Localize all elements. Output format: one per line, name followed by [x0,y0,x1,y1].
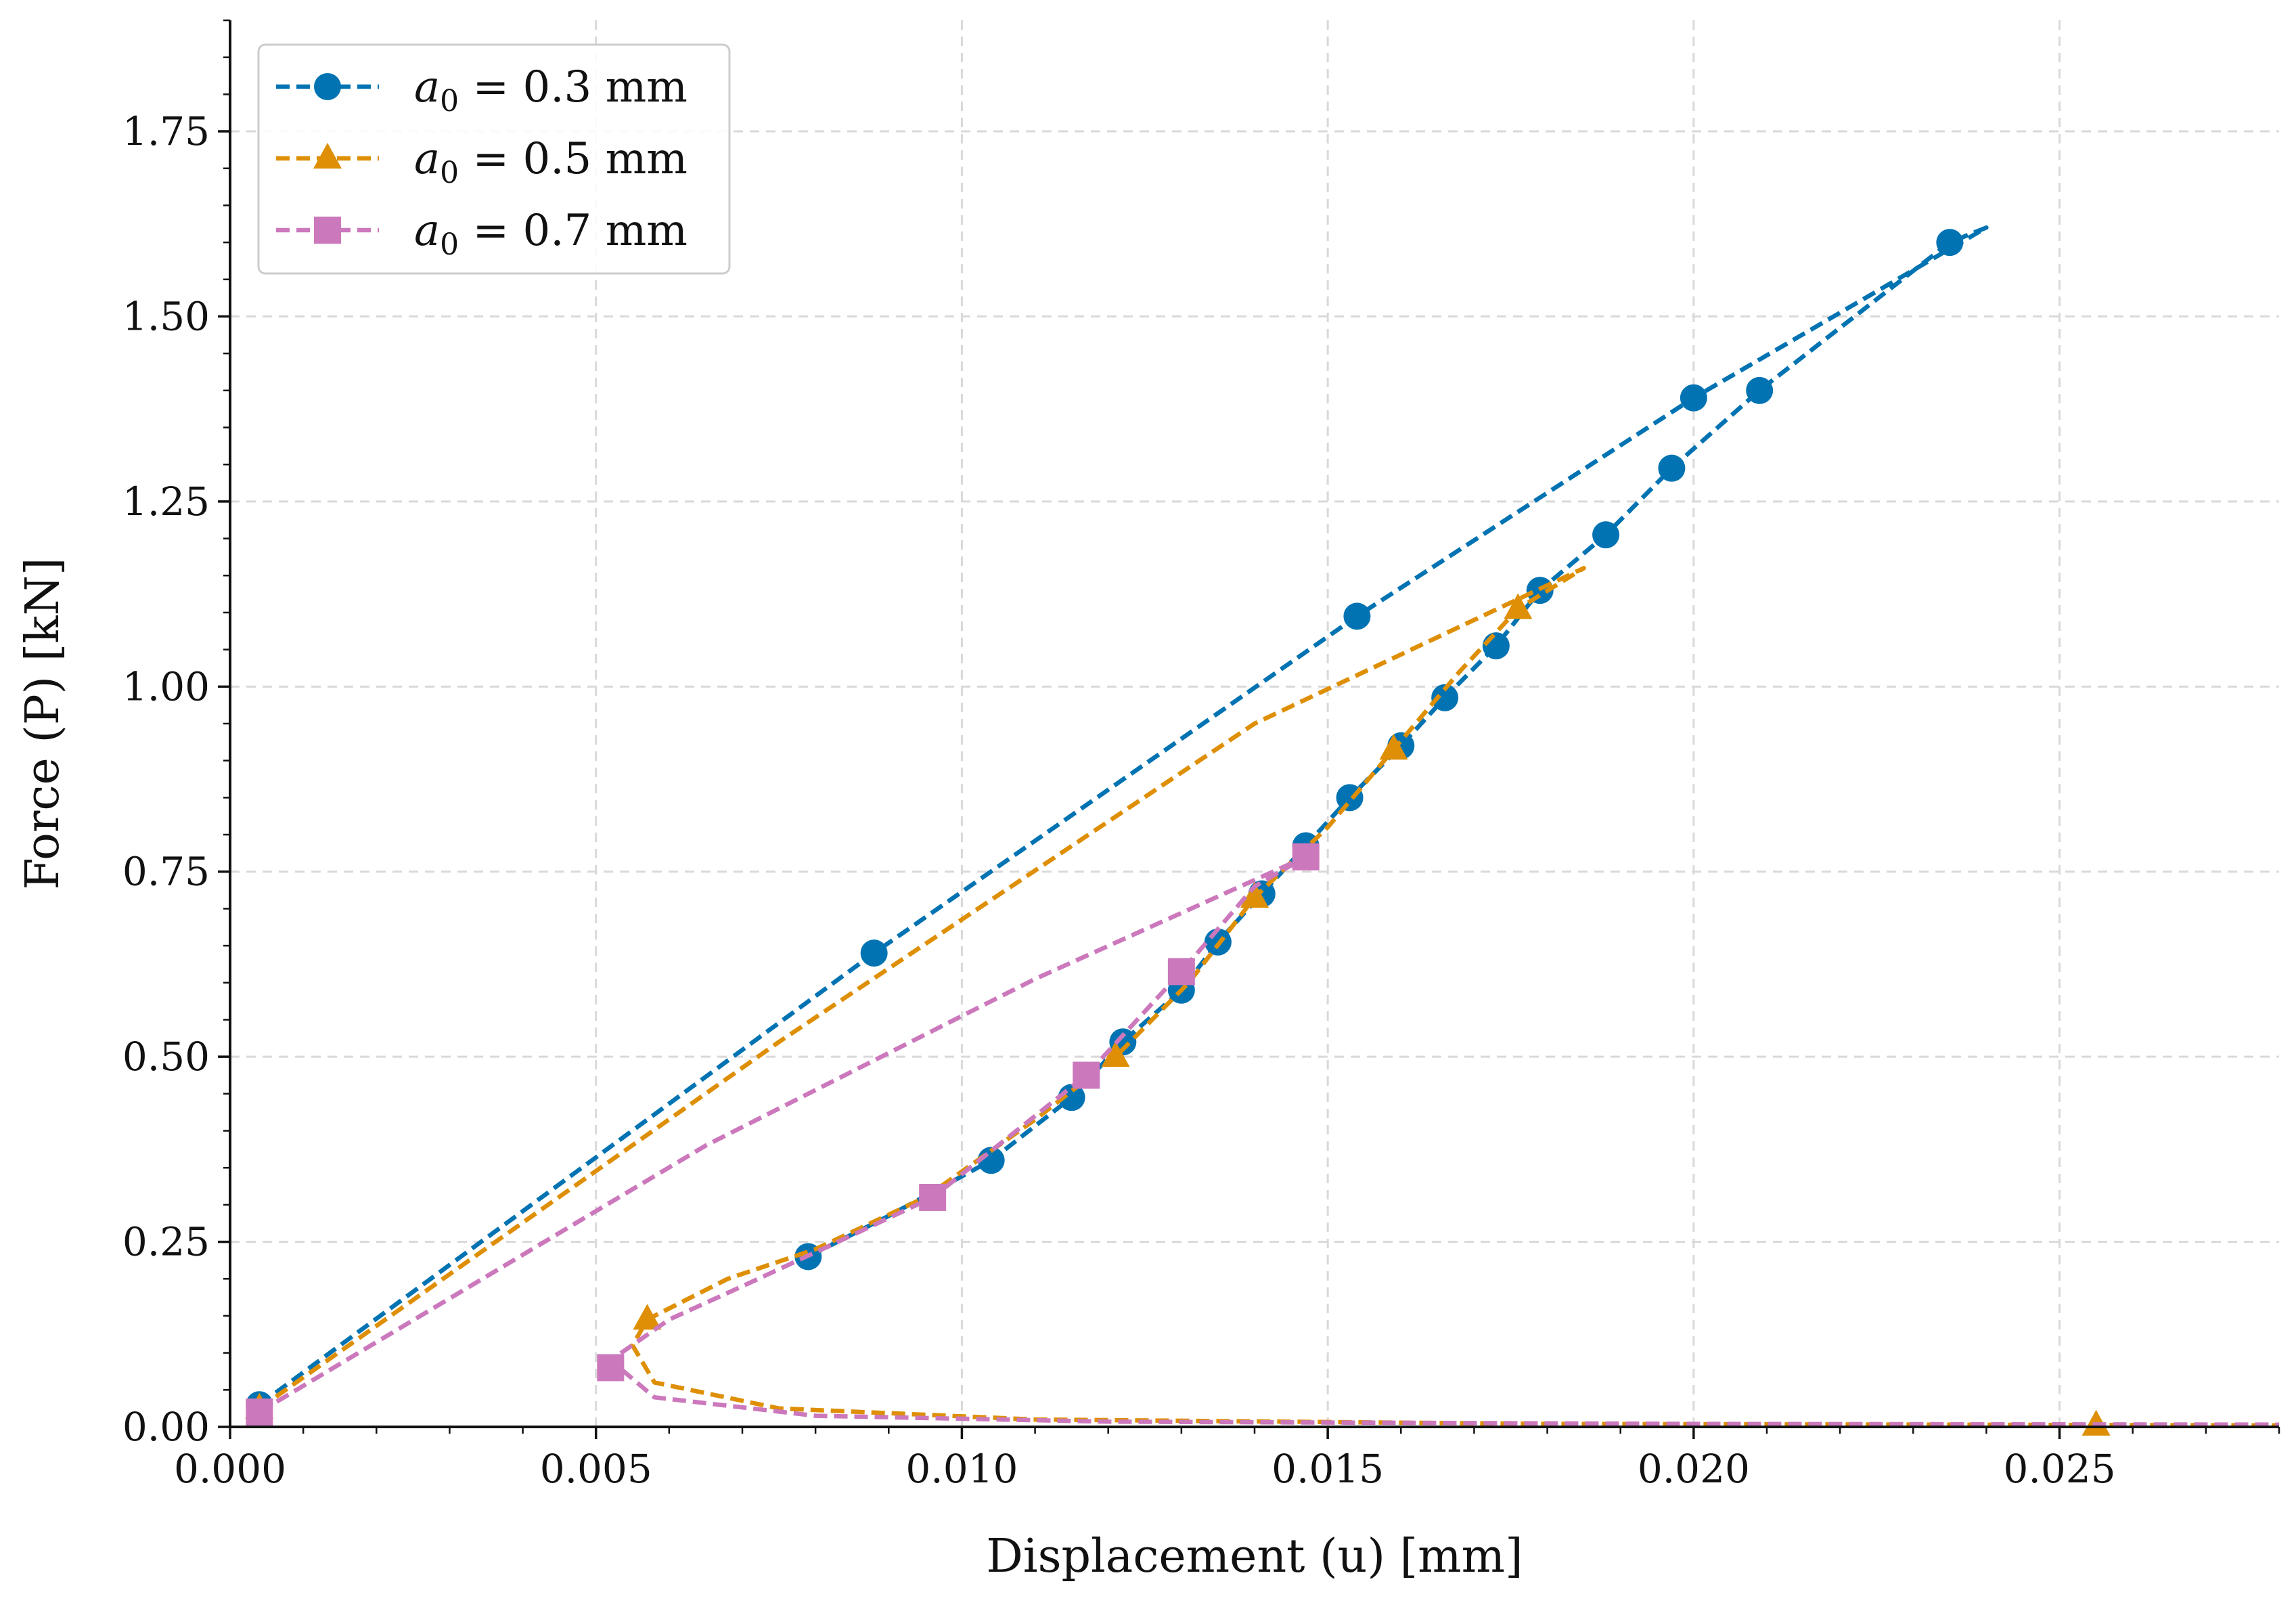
legend-box [257,43,731,275]
data-point-triangle [1101,1041,1130,1067]
legend-label: a0 = 0.3 mm [414,62,688,118]
x-tick-label: 0.020 [1638,1446,1750,1492]
data-point-triangle [1240,882,1269,908]
y-tick-label: 0.00 [122,1404,210,1450]
data-point-circle [1936,229,1964,257]
data-point-square [1167,958,1195,986]
data-point-triangle [1504,593,1533,619]
legend-label-var: a [414,134,440,184]
x-tick-label: 0.025 [2004,1446,2116,1492]
legend-marker-triangle [313,143,342,169]
data-point-circle [860,940,888,967]
data-point-circle [1343,602,1371,630]
plot-area [245,225,2280,1436]
grid-lines [229,20,2279,1428]
y-axis-label: Force (P) [kN] [16,557,70,889]
legend-label-subscript: 0 [440,84,459,118]
legend-label-text: = 0.3 mm [459,62,688,112]
y-tick-label: 1.50 [122,293,210,339]
series-line [258,854,2280,1427]
data-point-triangle [633,1304,662,1330]
y-tick-label: 1.00 [122,663,210,709]
data-point-square [246,1398,273,1426]
data-point-circle [1746,376,1774,404]
legend-label-subscript: 0 [440,227,459,262]
series-0 [246,225,1989,1419]
data-point-triangle [1379,734,1408,760]
x-tick-label: 0.000 [174,1446,286,1492]
y-tick-label: 0.25 [122,1219,210,1265]
data-point-circle [1592,521,1620,549]
data-point-circle [1431,684,1459,711]
legend-entry: a0 = 0.5 mm [276,134,688,190]
series-line [258,566,2280,1428]
series-2 [246,843,2280,1427]
data-point-square [1292,843,1320,870]
legend-marker-square [314,217,341,244]
series-1 [245,566,2280,1436]
legend-entry: a0 = 0.7 mm [276,206,688,262]
legend-entry: a0 = 0.3 mm [276,62,688,118]
legend-label-var: a [414,62,440,112]
legend-label: a0 = 0.7 mm [414,206,688,262]
legend-label-var: a [414,206,440,256]
legend-label-text: = 0.7 mm [459,206,688,256]
y-tick-label: 0.50 [122,1034,210,1080]
legend-label-subscript: 0 [440,156,459,190]
y-tick-label: 0.75 [122,849,210,895]
data-point-circle [1658,454,1686,482]
x-tick-label: 0.005 [540,1446,652,1492]
data-point-square [1073,1061,1100,1089]
legend-label: a0 = 0.5 mm [414,134,688,190]
data-point-circle [1680,384,1707,412]
data-point-square [597,1354,625,1382]
data-point-square [919,1183,947,1211]
legend-marker-circle [314,73,341,100]
data-point-circle [1482,632,1510,660]
ticks: 0.000 0.005 0.010 0.015 0.020 0.025 0.00 0.25 0.… [122,19,2280,1492]
y-tick-label: 1.75 [122,108,210,154]
x-tick-label: 0.015 [1271,1446,1384,1492]
y-tick-label: 1.25 [122,479,210,525]
x-axis-label: Displacement (u) [mm] [986,1530,1523,1583]
x-tick-label: 0.010 [905,1446,1018,1492]
legend-label-text: = 0.5 mm [459,134,688,184]
